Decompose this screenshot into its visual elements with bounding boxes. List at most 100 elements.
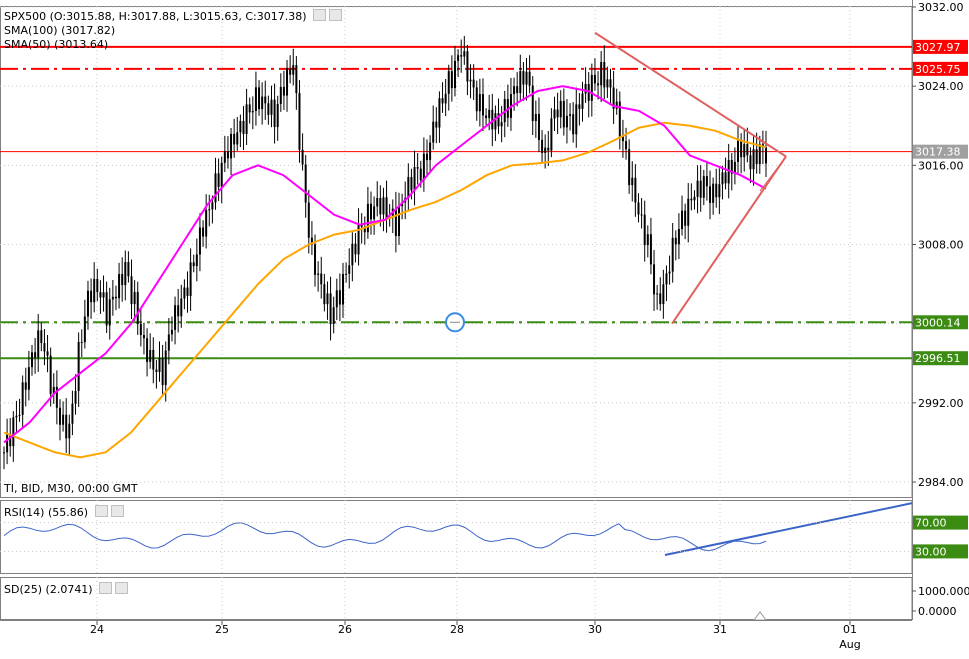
candle-body [737,140,740,162]
candle-body [326,293,329,305]
candle-body [152,349,155,370]
close-icon[interactable] [115,582,129,594]
candle-body [46,351,49,356]
candle-body [167,334,170,351]
candle-body [724,172,727,184]
triangle-upper-trendline [594,31,787,158]
candle-body [363,226,366,233]
candle-body [478,94,481,112]
candle-body [463,51,466,57]
candle-body [74,391,77,404]
x-tick-label-0: 24 [90,623,104,636]
symbol-ohlc-label: SPX500 (O:3015.88, H:3017.88, L:3015.63,… [4,9,343,23]
price-tag-label-3: 3000.14 [915,316,961,329]
candle-body [569,114,572,116]
candle-body [618,101,621,137]
triangle-upper-trendline-inner [759,140,787,157]
candle-body [609,79,612,88]
candle-body [715,183,718,198]
close-icon[interactable] [329,9,343,21]
candle-body [55,386,58,408]
candle-body [111,296,114,300]
candle-body [481,94,484,116]
candle-body [15,415,18,418]
candle-body [211,202,214,210]
candle-body [52,386,55,395]
settings-icon[interactable] [99,582,113,594]
settings-icon[interactable] [313,9,327,21]
candle-body [562,100,565,128]
candle-body [410,176,413,191]
candle-body [142,335,145,339]
sd-pane-frame [0,577,913,620]
candle-body [544,147,547,153]
candle-body [146,338,149,362]
candle-body [600,62,603,86]
candle-body [497,113,500,127]
candle-body [500,122,503,127]
candle-body [139,324,142,336]
candle-body [18,414,21,416]
candle-body [547,147,550,151]
candle-body [198,227,201,255]
candle-body [99,292,102,298]
candle-body [640,214,643,216]
candle-body [226,151,229,159]
candle-body [687,198,690,226]
candle-body [239,120,242,133]
candle-body [351,243,354,266]
candle-body [332,307,335,324]
candle-body [425,153,428,161]
candle-body [746,144,749,156]
candle-body [21,382,24,415]
candle-body [223,151,226,163]
x-tick-label-3: 28 [450,623,464,636]
candle-body [397,206,400,237]
sd-label: SD(25) (2.0741) [4,582,129,596]
candle-body [565,115,568,128]
candle-body [718,184,721,198]
candle-body [628,149,631,186]
close-icon[interactable] [110,505,124,517]
candle-body [133,292,136,305]
candle-body [519,71,522,94]
candle-body [279,86,282,104]
candle-body [248,104,251,113]
price-tag-4 [913,351,968,366]
candle-body [208,209,211,211]
x-tick-label-4: 30 [588,623,602,636]
candle-body [743,144,746,158]
candle-body [105,292,108,326]
candle-body [684,210,687,226]
candle-body [749,155,752,170]
candle-body [727,160,730,184]
candle-body [261,96,264,110]
candle-body [251,111,254,113]
candle-body [68,423,71,439]
candle-body [702,176,705,198]
candle-body [295,65,298,94]
candle-body [236,132,239,145]
price-tag-label-1: 3025.75 [915,63,961,76]
x-tick-label-1: 25 [215,623,229,636]
candle-body [71,403,74,424]
series-line-sma-50- [3,85,767,444]
candle-body [40,330,43,344]
candle-body [254,87,257,112]
candle-body [516,86,519,94]
candle-body [394,208,397,237]
settings-icon[interactable] [94,505,108,517]
candle-body [335,290,338,308]
candle-body [457,55,460,61]
candle-body [432,121,435,143]
candle-body [758,144,761,165]
candle-body [258,87,261,110]
rsi-label: RSI(14) (55.86) [4,505,124,519]
candle-body [220,162,223,187]
candle-body [24,382,27,390]
candle-body [407,176,410,199]
price-tag-label-2: 3017.38 [915,146,961,159]
sma50-label: SMA(50) (3013.64) [4,38,109,51]
